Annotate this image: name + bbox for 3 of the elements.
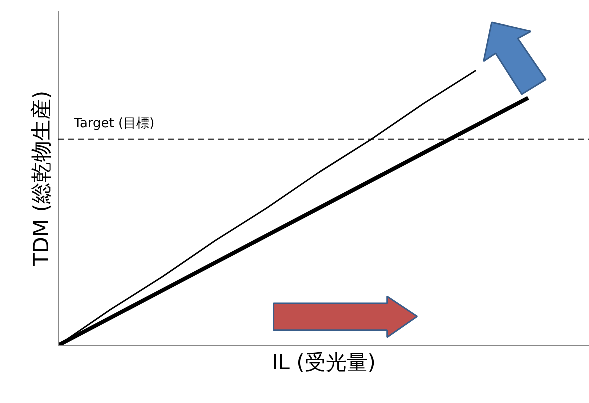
x-axis-title: IL (受光量) xyxy=(272,350,376,374)
ref-line-label: Target (目標) xyxy=(73,116,155,132)
y-axis-title: TDM (総乾物生産) xyxy=(30,90,54,268)
